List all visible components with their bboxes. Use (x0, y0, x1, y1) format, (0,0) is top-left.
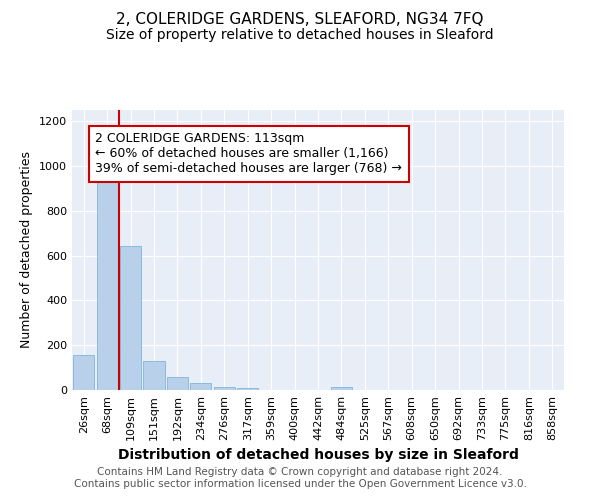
Bar (167, 376, 188, 390)
Bar (331, 387, 352, 390)
Y-axis label: Number of detached properties: Number of detached properties (20, 152, 34, 348)
X-axis label: Distribution of detached houses by size in Sleaford: Distribution of detached houses by size … (118, 448, 518, 462)
Text: Contains HM Land Registry data © Crown copyright and database right 2024.
Contai: Contains HM Land Registry data © Crown c… (74, 468, 526, 489)
Text: 2 COLERIDGE GARDENS: 113sqm
← 60% of detached houses are smaller (1,166)
39% of : 2 COLERIDGE GARDENS: 113sqm ← 60% of det… (95, 132, 403, 176)
Bar (143, 362, 164, 390)
Bar (73, 355, 94, 390)
Bar (214, 387, 235, 390)
Bar (237, 388, 258, 390)
Bar (120, 246, 141, 390)
Text: 2, COLERIDGE GARDENS, SLEAFORD, NG34 7FQ: 2, COLERIDGE GARDENS, SLEAFORD, NG34 7FQ (116, 12, 484, 28)
Bar (190, 384, 211, 390)
Bar (97, 180, 118, 390)
Text: Size of property relative to detached houses in Sleaford: Size of property relative to detached ho… (106, 28, 494, 42)
